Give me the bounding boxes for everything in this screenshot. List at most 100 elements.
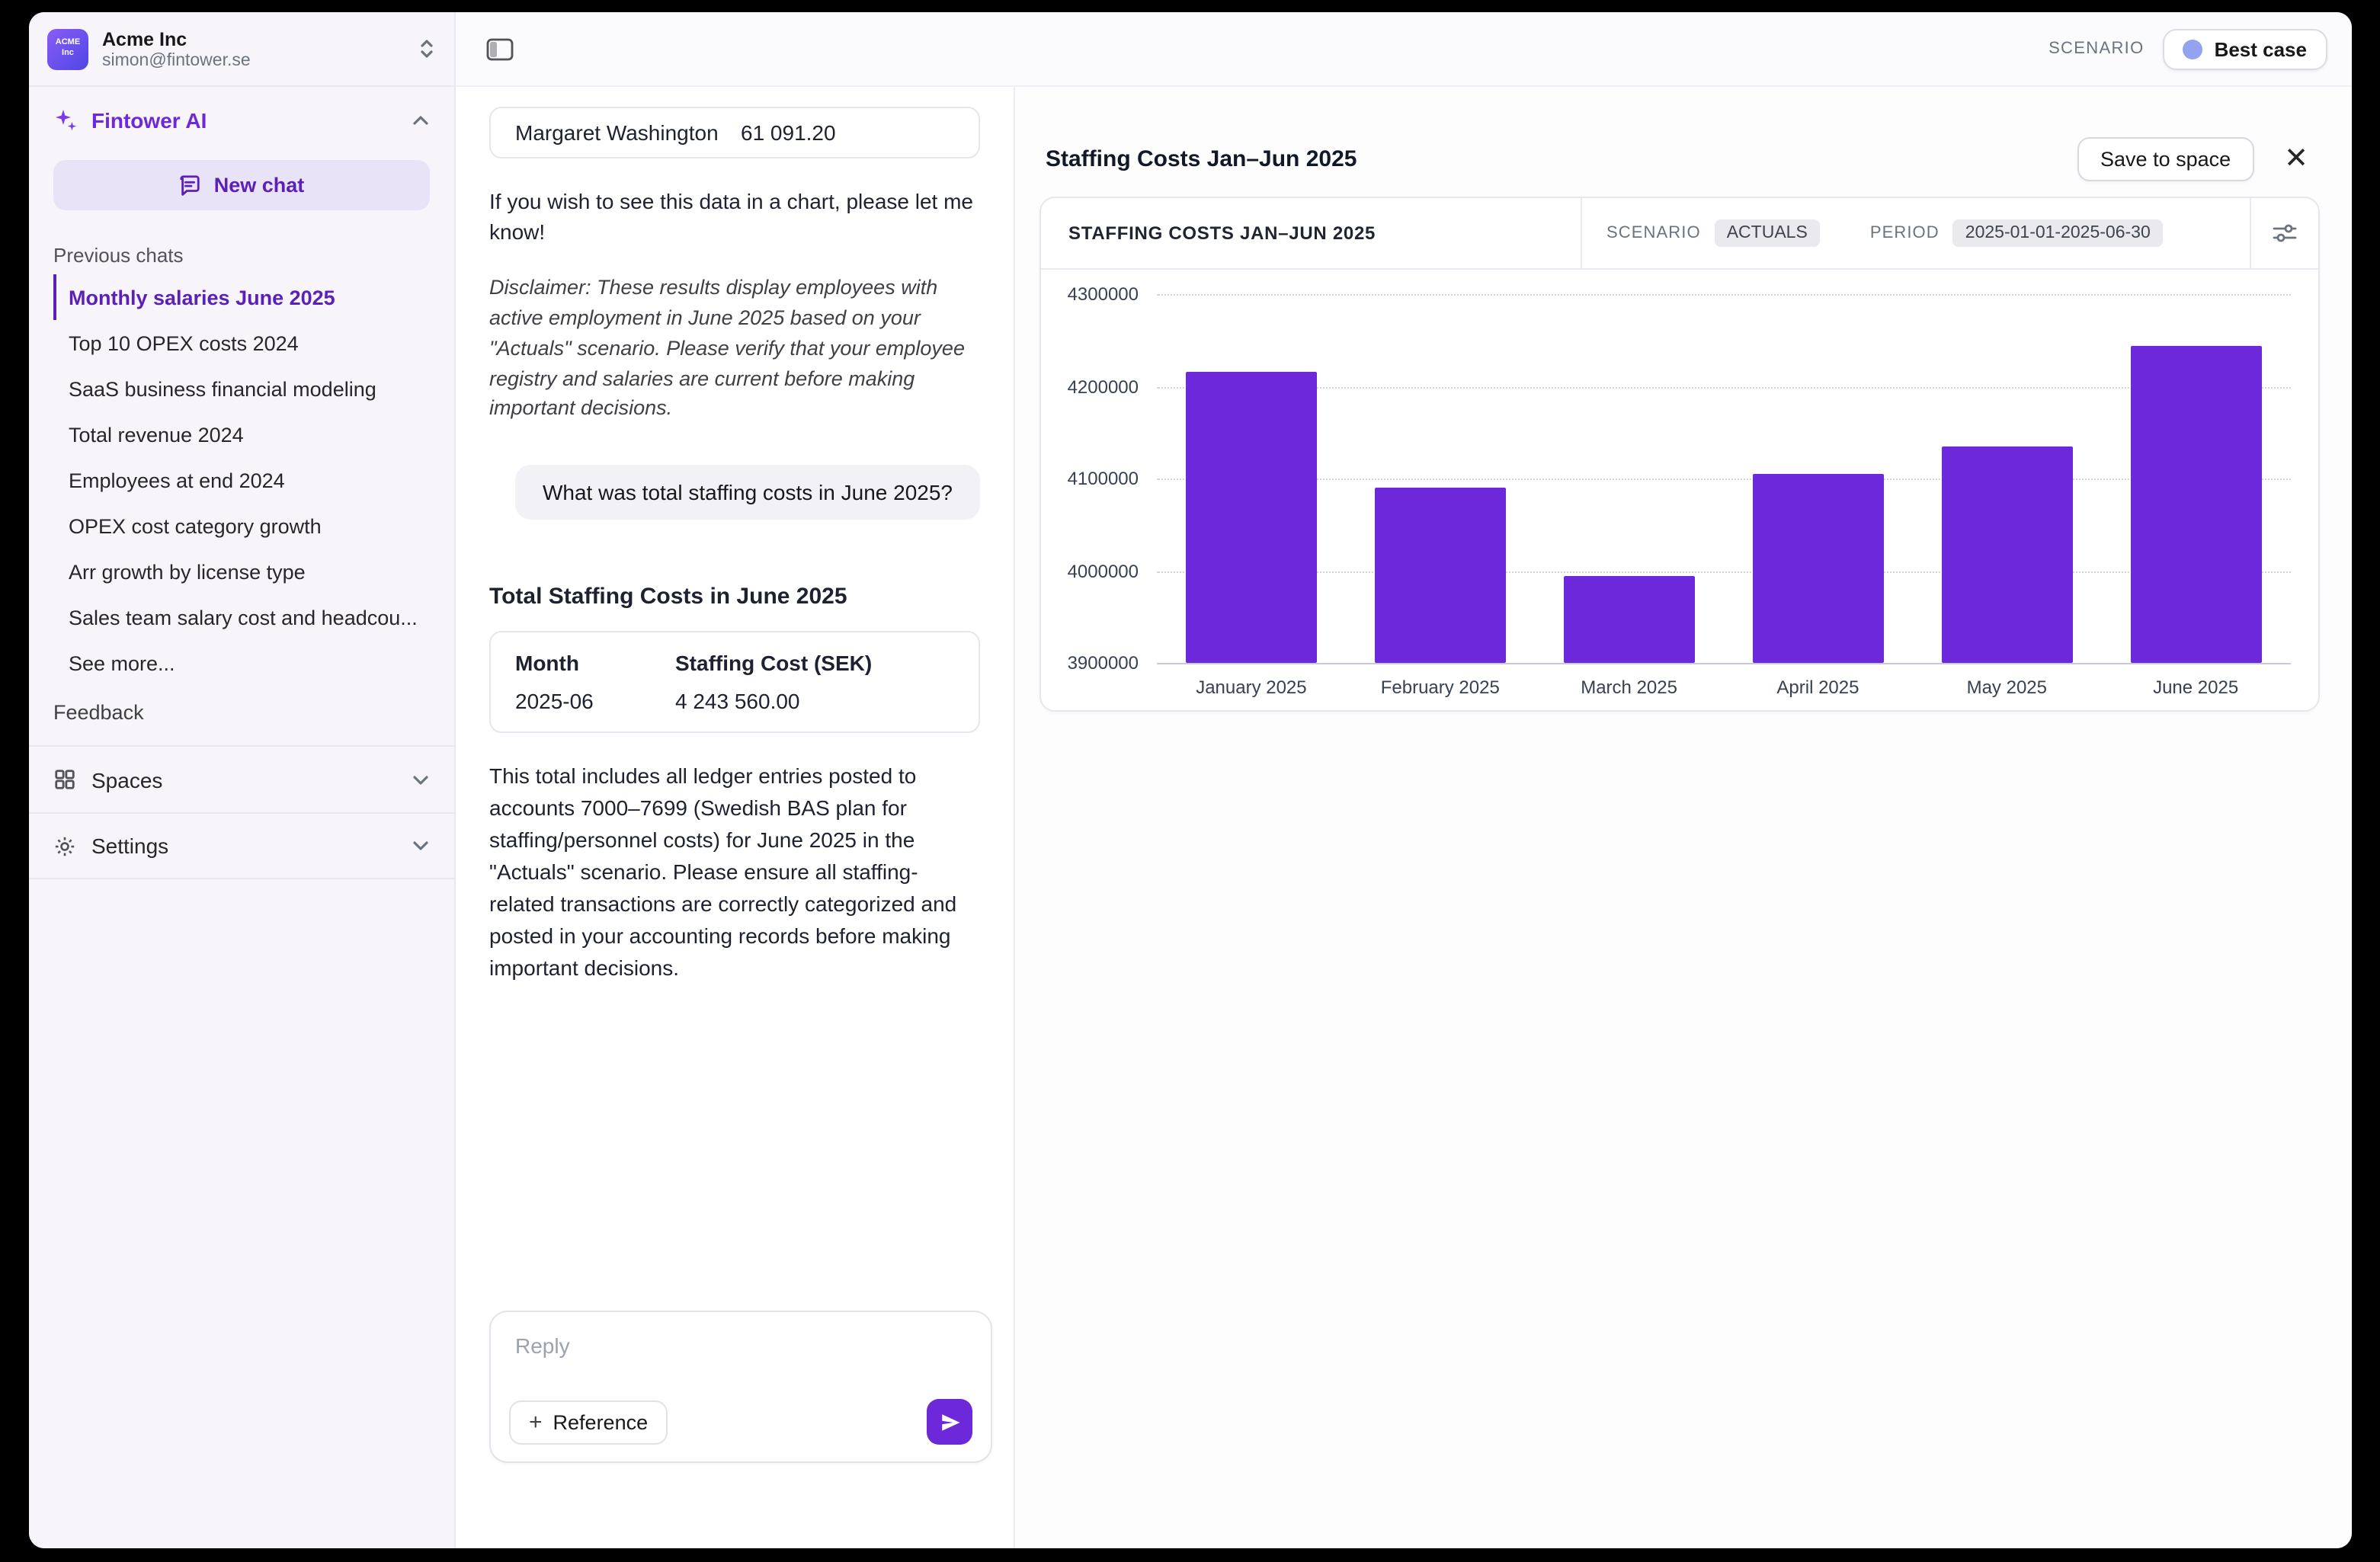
sidebar-chat-item[interactable]: OPEX cost category growth bbox=[69, 514, 322, 537]
table-row: 2025-06 4 243 560.00 bbox=[515, 687, 872, 717]
chat-column: Margaret Washington 61 091.20 If you wis… bbox=[456, 87, 1015, 1548]
x-axis-label: January 2025 bbox=[1196, 677, 1307, 698]
reference-label: Reference bbox=[553, 1410, 649, 1433]
chevron-up-icon[interactable] bbox=[412, 114, 430, 126]
assistant-disclaimer: Disclaimer: These results display employ… bbox=[489, 275, 965, 420]
bar-slot: April 2025 bbox=[1724, 294, 1913, 698]
sidebar-toggle-icon[interactable] bbox=[483, 34, 517, 63]
chart-bar[interactable] bbox=[1374, 488, 1506, 663]
table-header-cell: Month bbox=[515, 651, 579, 676]
reply-input[interactable] bbox=[491, 1312, 991, 1379]
org-logo-text2: Inc bbox=[62, 49, 74, 58]
x-axis-label: June 2025 bbox=[2153, 677, 2239, 698]
scenario-dot-icon bbox=[2182, 39, 2202, 59]
gridline bbox=[1157, 386, 2290, 388]
sidebar-chat-item[interactable]: See more... bbox=[69, 651, 175, 674]
org-logo-text: ACME bbox=[55, 37, 81, 47]
send-button[interactable] bbox=[927, 1399, 972, 1445]
sidebar-chat-item[interactable]: Top 10 OPEX costs 2024 bbox=[69, 331, 299, 354]
y-axis-label: 3900000 bbox=[1067, 652, 1139, 674]
user-message-bubble: What was total staffing costs in June 20… bbox=[514, 465, 980, 520]
sidebar-item-spaces[interactable]: Spaces bbox=[29, 745, 454, 812]
chevron-up-down-icon[interactable] bbox=[418, 38, 436, 59]
chat-bubble-icon bbox=[179, 174, 202, 197]
chart-bar[interactable] bbox=[1752, 474, 1884, 663]
x-axis-label: May 2025 bbox=[1966, 677, 2047, 698]
reference-button[interactable]: + Reference bbox=[509, 1400, 668, 1444]
chart-card: STAFFING COSTS JAN–JUN 2025 SCENARIO ACT… bbox=[1039, 197, 2319, 712]
y-axis: 3900000 4000000 4100000 4200000 4300000 bbox=[1041, 283, 1139, 674]
y-axis-label: 4100000 bbox=[1067, 468, 1139, 489]
panel-header: Staffing Costs Jan–Jun 2025 Save to spac… bbox=[1046, 137, 2311, 181]
org-name: Acme Inc bbox=[102, 28, 187, 50]
chart-period-badge[interactable]: 2025-01-01-2025-06-30 bbox=[1952, 219, 2163, 247]
chart-card-title: STAFFING COSTS JAN–JUN 2025 bbox=[1041, 198, 1582, 268]
y-axis-label: 4300000 bbox=[1067, 283, 1139, 305]
chart-scenario-badge[interactable]: ACTUALS bbox=[1714, 219, 1820, 247]
bars-row: January 2025 February 2025 March 2025 April… bbox=[1157, 294, 2290, 698]
chevron-down-icon bbox=[412, 840, 430, 852]
chart-bar[interactable] bbox=[2130, 346, 2262, 663]
spaces-label: Spaces bbox=[91, 767, 163, 792]
sidebar-chat-item[interactable]: Total revenue 2024 bbox=[69, 423, 244, 446]
scenario-selector[interactable]: Best case bbox=[2162, 28, 2327, 69]
table-header-row: Month Staffing Cost (SEK) bbox=[515, 648, 872, 687]
topbar: SCENARIO Best case bbox=[456, 12, 2351, 87]
gridline bbox=[1157, 663, 2290, 664]
assistant-note: This total includes all ledger entries p… bbox=[489, 763, 957, 981]
reply-actions: + Reference bbox=[509, 1399, 972, 1445]
scenario-value: Best case bbox=[2214, 37, 2307, 60]
chart-card-meta: SCENARIO ACTUALS PERIOD 2025-01-01-2025-… bbox=[1582, 198, 2249, 268]
chart: 3900000 4000000 4100000 4200000 4300000 Janu… bbox=[1041, 270, 2318, 712]
chevron-down-icon bbox=[412, 773, 430, 786]
org-logo: ACME Inc bbox=[47, 28, 88, 69]
bar-slot: May 2025 bbox=[1912, 294, 2101, 698]
sidebar-chat-item[interactable]: Sales team salary cost and headcou... bbox=[69, 606, 418, 629]
sidebar-chat-item[interactable]: Monthly salaries June 2025 bbox=[53, 274, 442, 320]
save-to-space-button[interactable]: Save to space bbox=[2077, 137, 2254, 181]
gridline bbox=[1157, 294, 2290, 296]
gridline bbox=[1157, 479, 2290, 480]
chat-list: Monthly salaries June 2025 Top 10 OPEX co… bbox=[53, 274, 442, 686]
reply-box: + Reference bbox=[489, 1311, 992, 1463]
answer-heading: Total Staffing Costs in June 2025 bbox=[489, 584, 847, 610]
app-window: ACME Inc Acme Inc simon@fintower.se bbox=[29, 12, 2351, 1548]
chart-bar[interactable] bbox=[1941, 446, 2073, 663]
x-axis-label: February 2025 bbox=[1380, 677, 1500, 698]
sidebar-item-fintower-ai[interactable]: Fintower AI bbox=[29, 87, 454, 154]
bar-slot: June 2025 bbox=[2101, 294, 2290, 698]
chart-filters-icon[interactable] bbox=[2249, 198, 2318, 268]
bar-slot: January 2025 bbox=[1157, 294, 1346, 698]
sidebar-chat-item[interactable]: Arr growth by license type bbox=[69, 560, 306, 583]
x-axis-label: March 2025 bbox=[1581, 677, 1677, 698]
assistant-message: If you wish to see this data in a chart,… bbox=[489, 189, 974, 245]
chart-scenario-label: SCENARIO bbox=[1606, 224, 1701, 242]
sidebar-chat-item[interactable]: SaaS business financial modeling bbox=[69, 377, 376, 400]
chart-bar[interactable] bbox=[1563, 575, 1695, 663]
sparkles-icon bbox=[53, 108, 78, 133]
previous-chats-label: Previous chats bbox=[53, 244, 184, 267]
chart-period-label: PERIOD bbox=[1869, 224, 1940, 242]
new-chat-button[interactable]: New chat bbox=[53, 160, 430, 210]
plus-icon: + bbox=[529, 1409, 543, 1435]
org-email: simon@fintower.se bbox=[102, 51, 251, 69]
y-axis-label: 4000000 bbox=[1067, 560, 1139, 581]
y-axis-label: 4200000 bbox=[1067, 376, 1139, 397]
sidebar-item-settings[interactable]: Settings bbox=[29, 812, 454, 879]
chart-panel: Staffing Costs Jan–Jun 2025 Save to spac… bbox=[1015, 87, 2351, 1548]
close-icon[interactable]: ✕ bbox=[2281, 145, 2311, 174]
table-cell: 2025-06 bbox=[515, 689, 594, 714]
employee-salary: 61 091.20 bbox=[741, 120, 836, 145]
chart-card-header: STAFFING COSTS JAN–JUN 2025 SCENARIO ACT… bbox=[1041, 198, 2318, 270]
bar-slot: March 2025 bbox=[1535, 294, 1724, 698]
settings-label: Settings bbox=[91, 834, 169, 858]
org-switcher[interactable]: ACME Inc Acme Inc simon@fintower.se bbox=[29, 12, 454, 87]
sidebar-item-feedback[interactable]: Feedback bbox=[53, 701, 144, 724]
chart-bar[interactable] bbox=[1185, 372, 1317, 663]
bar-slot: February 2025 bbox=[1346, 294, 1535, 698]
staffing-table-body: 2025-06 4 243 560.00 bbox=[515, 687, 872, 717]
scenario-label: SCENARIO bbox=[2048, 40, 2145, 58]
staffing-table-card: Month Staffing Cost (SEK) 2025-06 4 243 56… bbox=[489, 631, 980, 734]
sidebar-chat-item[interactable]: Employees at end 2024 bbox=[69, 469, 285, 491]
org-meta: Acme Inc simon@fintower.se bbox=[102, 28, 251, 69]
